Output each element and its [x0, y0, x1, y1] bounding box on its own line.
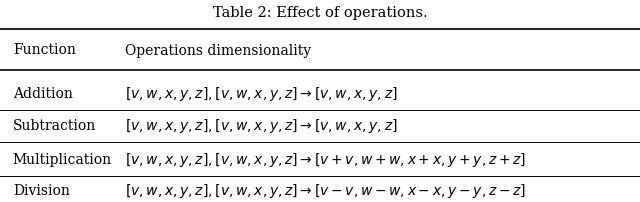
Text: Operations dimensionality: Operations dimensionality [125, 43, 311, 58]
Text: Subtraction: Subtraction [13, 119, 96, 133]
Text: $[v, w, x, y, z], [v, w, x, y, z] \rightarrow [v, w, x, y, z]$: $[v, w, x, y, z], [v, w, x, y, z] \right… [125, 85, 397, 103]
Text: $[v, w, x, y, z], [v, w, x, y, z] \rightarrow [v, w, x, y, z]$: $[v, w, x, y, z], [v, w, x, y, z] \right… [125, 117, 397, 135]
Text: Table 2: Effect of operations.: Table 2: Effect of operations. [212, 6, 428, 20]
Text: $[v, w, x, y, z], [v, w, x, y, z] \rightarrow [v+v, w+w, x+x, y+y, z+z]$: $[v, w, x, y, z], [v, w, x, y, z] \right… [125, 150, 526, 169]
Text: Division: Division [13, 184, 70, 198]
Text: $[v, w, x, y, z], [v, w, x, y, z] \rightarrow [v-v, w-w, x-x, y-y, z-z]$: $[v, w, x, y, z], [v, w, x, y, z] \right… [125, 182, 526, 200]
Text: Addition: Addition [13, 87, 73, 101]
Text: Function: Function [13, 43, 76, 58]
Text: Multiplication: Multiplication [13, 153, 112, 167]
